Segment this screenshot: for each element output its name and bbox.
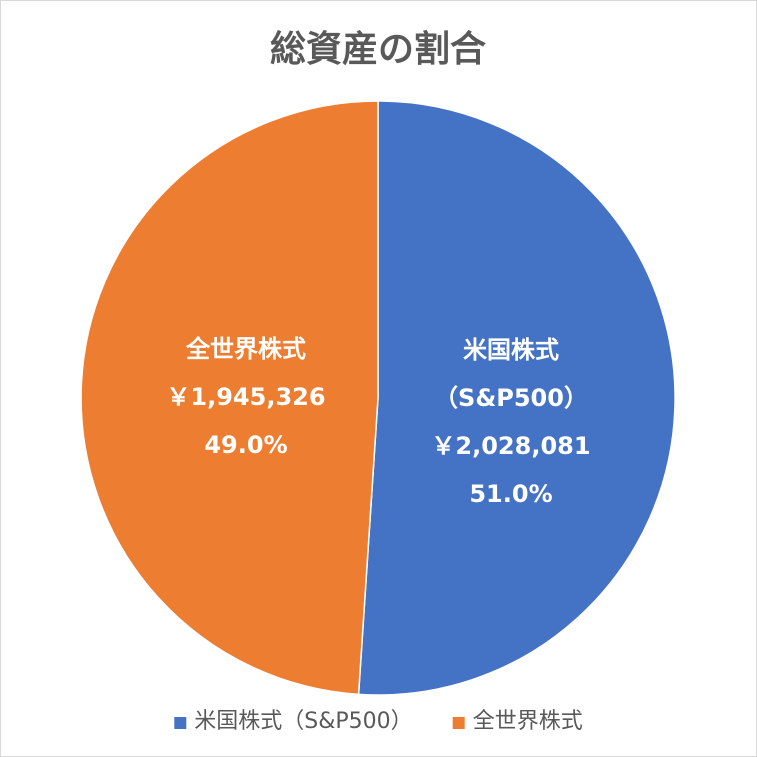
pie-slices	[80, 100, 676, 696]
chart-title: 総資産の割合	[270, 29, 486, 70]
slice-labels: 米国株式 （S&P500） ￥2,028,081 51.0% 全世界株式 ￥1,945,3…	[166, 335, 590, 508]
legend-item-2: 全世界株式	[452, 709, 583, 734]
slice-label-line: 米国株式	[463, 336, 559, 364]
legend-label: 全世界株式	[473, 709, 583, 734]
slice-label-line: （S&P500）	[434, 384, 588, 412]
pie-slice-1	[357, 100, 676, 696]
legend-swatch	[174, 717, 187, 729]
slice-label-2: 全世界株式 ￥1,945,326 49.0%	[166, 335, 325, 459]
legend-swatch	[452, 717, 465, 729]
slice-label-1: 米国株式 （S&P500） ￥2,028,081 51.0%	[431, 336, 590, 508]
slice-label-line: 49.0%	[204, 431, 287, 459]
slice-label-line: ￥1,945,326	[166, 383, 325, 411]
legend: 米国株式（S&P500） 全世界株式	[174, 709, 583, 734]
legend-label: 米国株式（S&P500）	[194, 709, 412, 734]
slice-label-line: 全世界株式	[185, 335, 306, 363]
slice-label-line: ￥2,028,081	[431, 432, 590, 460]
legend-item-1: 米国株式（S&P500）	[174, 709, 413, 734]
slice-label-line: 51.0%	[469, 480, 552, 508]
pie-slice-2	[80, 100, 379, 696]
